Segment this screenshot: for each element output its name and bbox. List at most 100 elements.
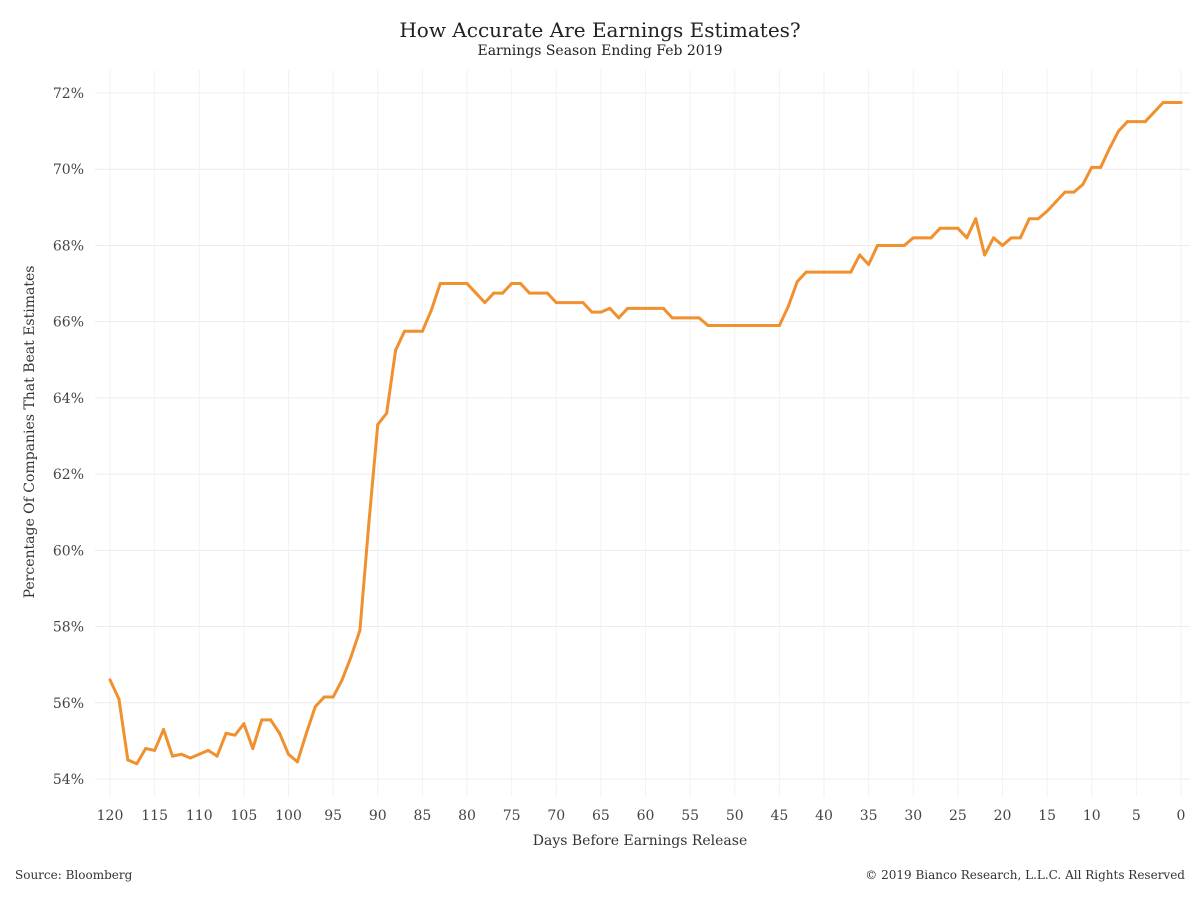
- data-point: [1152, 110, 1156, 114]
- x-tick-label: 100: [275, 808, 302, 824]
- data-point: [911, 236, 915, 240]
- x-axis-ticks: 120 115 110 105 100 95 90 85 80 75 70 65 60 55 50 45 40 3…: [97, 808, 1186, 824]
- data-point: [1072, 190, 1076, 194]
- data-point: [786, 304, 790, 308]
- x-tick-label: 35: [860, 808, 878, 824]
- data-point: [527, 291, 531, 295]
- data-point: [510, 282, 514, 286]
- data-point: [742, 323, 746, 327]
- data-point: [1009, 236, 1013, 240]
- y-axis-ticks: 54% 56% 58% 60% 62% 64% 66% 68% 70% 72%: [53, 86, 84, 788]
- data-point: [295, 760, 299, 764]
- data-point: [188, 756, 192, 760]
- data-point: [411, 329, 415, 333]
- data-point: [652, 306, 656, 310]
- chart-subtitle: Earnings Season Ending Feb 2019: [477, 43, 723, 59]
- data-point: [590, 310, 594, 314]
- data-point: [242, 722, 246, 726]
- y-tick-label: 70%: [53, 162, 84, 178]
- data-point: [456, 282, 460, 286]
- data-point: [331, 695, 335, 699]
- data-point: [768, 323, 772, 327]
- x-tick-label: 20: [994, 808, 1012, 824]
- data-point: [394, 348, 398, 352]
- data-point: [153, 748, 157, 752]
- y-tick-label: 72%: [53, 86, 84, 102]
- data-point: [215, 754, 219, 758]
- x-tick-label: 85: [413, 808, 431, 824]
- x-tick-label: 15: [1038, 808, 1056, 824]
- data-point: [126, 758, 130, 762]
- data-point: [813, 270, 817, 274]
- data-point: [733, 323, 737, 327]
- data-point: [599, 310, 603, 314]
- data-point: [947, 226, 951, 230]
- data-point: [162, 727, 166, 731]
- data-point: [929, 236, 933, 240]
- data-point: [287, 752, 290, 756]
- data-point: [1018, 236, 1022, 240]
- x-tick-label: 70: [547, 808, 565, 824]
- x-tick-label: 45: [770, 808, 788, 824]
- data-point: [1179, 101, 1183, 105]
- data-point: [849, 270, 853, 274]
- data-point: [902, 243, 906, 247]
- data-point: [1001, 243, 1004, 247]
- y-tick-label: 66%: [53, 315, 84, 331]
- y-tick-label: 54%: [53, 772, 84, 788]
- x-tick-label: 10: [1083, 808, 1101, 824]
- data-point: [1108, 146, 1112, 150]
- data-point: [117, 697, 121, 701]
- y-tick-label: 68%: [53, 238, 84, 254]
- x-tick-label: 5: [1132, 808, 1141, 824]
- y-axis-title: Percentage Of Companies That Beat Estima…: [22, 266, 38, 599]
- data-point: [144, 747, 148, 751]
- data-point: [304, 731, 308, 735]
- source-note: Source: Bloomberg: [15, 868, 133, 882]
- data-point: [224, 731, 228, 735]
- data-point: [1027, 217, 1031, 221]
- x-tick-label: 90: [369, 808, 387, 824]
- data-point: [1125, 120, 1129, 124]
- data-point: [804, 270, 808, 274]
- x-tick-label: 110: [186, 808, 213, 824]
- x-tick-label: 95: [324, 808, 342, 824]
- data-point: [358, 628, 362, 632]
- data-point: [1036, 217, 1040, 221]
- x-tick-label: 80: [458, 808, 476, 824]
- y-tick-label: 58%: [53, 620, 84, 636]
- data-point: [376, 423, 380, 427]
- data-point: [429, 308, 433, 312]
- x-tick-label: 50: [726, 808, 744, 824]
- copyright-note: © 2019 Bianco Research, L.L.C. All Right…: [865, 868, 1185, 882]
- data-point: [608, 306, 612, 310]
- y-tick-label: 64%: [53, 391, 84, 407]
- data-point: [1143, 120, 1147, 124]
- grid-lines: [95, 70, 1190, 797]
- data-point: [447, 282, 451, 286]
- y-tick-label: 62%: [53, 467, 84, 483]
- x-tick-label: 120: [97, 808, 124, 824]
- data-point: [724, 323, 728, 327]
- data-point: [706, 323, 710, 327]
- data-point: [278, 731, 282, 735]
- data-point: [974, 217, 978, 221]
- data-point: [197, 752, 201, 756]
- x-tick-label: 55: [681, 808, 699, 824]
- data-point: [795, 280, 799, 284]
- data-point: [893, 243, 897, 247]
- data-point: [920, 236, 924, 240]
- x-tick-label: 115: [141, 808, 168, 824]
- data-point: [403, 329, 407, 333]
- data-point: [965, 236, 969, 240]
- data-point: [697, 316, 701, 320]
- data-point: [876, 243, 880, 247]
- data-point: [385, 411, 389, 415]
- data-point: [260, 718, 264, 722]
- data-point: [688, 316, 692, 320]
- data-point: [1134, 120, 1138, 124]
- data-point: [956, 226, 960, 230]
- data-point: [474, 291, 478, 295]
- y-tick-label: 56%: [53, 696, 84, 712]
